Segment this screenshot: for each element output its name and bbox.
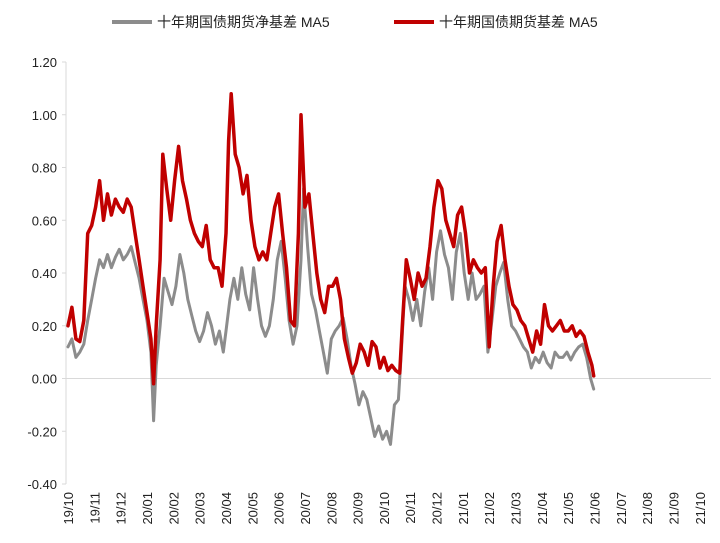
x-tick-label: 20/12 — [430, 492, 445, 525]
x-tick-label: 21/04 — [535, 492, 550, 525]
y-tick-label: 0.20 — [32, 319, 57, 334]
x-tick-label: 20/09 — [351, 492, 366, 525]
x-tick-label: 21/10 — [693, 492, 708, 525]
legend-label-basis: 十年期国债期货基差 MA5 — [439, 14, 598, 30]
x-tick-label: 21/06 — [588, 492, 603, 525]
legend-label-net-basis: 十年期国债期货净基差 MA5 — [157, 14, 330, 30]
y-axis: 1.20 1.00 0.80 0.60 0.40 0.20 0.00 -0.20 -0.40 — [27, 55, 67, 492]
x-tick-label: 21/02 — [482, 492, 497, 525]
y-tick-label: 0.60 — [32, 213, 57, 228]
y-tick-label: 0.40 — [32, 266, 57, 281]
x-tick-label: 21/08 — [640, 492, 655, 525]
x-tick-label: 20/02 — [166, 492, 181, 525]
chart-legend: 十年期国债期货净基差 MA5 十年期国债期货基差 MA5 — [112, 14, 598, 30]
series-line-net-basis — [66, 187, 596, 446]
x-tick-label: 20/04 — [219, 492, 234, 525]
x-tick-label: 20/06 — [272, 492, 287, 525]
x-tick-label: 19/11 — [87, 492, 102, 524]
x-tick-label: 20/01 — [140, 492, 155, 525]
y-tick-label: -0.20 — [27, 424, 57, 439]
x-tick-label: 19/10 — [61, 492, 76, 525]
y-tick-label: 1.20 — [32, 55, 57, 70]
x-axis: 19/10 19/11 19/12 20/01 20/02 20/03 20/04 20/05… — [61, 378, 711, 525]
x-tick-label: 21/01 — [456, 492, 471, 525]
x-tick-label: 20/07 — [298, 492, 313, 525]
x-tick-label: 20/08 — [324, 492, 339, 525]
x-tick-label: 19/12 — [114, 492, 129, 525]
x-tick-label: 21/07 — [614, 492, 629, 525]
y-tick-label: -0.40 — [27, 477, 57, 492]
x-tick-label: 21/03 — [509, 492, 524, 525]
series-line-basis — [66, 91, 596, 386]
x-tick-label: 21/05 — [561, 492, 576, 525]
y-tick-label: 1.00 — [32, 108, 57, 123]
plot-lines — [66, 91, 596, 446]
x-tick-label: 20/10 — [377, 492, 392, 525]
y-tick-label: 0.00 — [32, 372, 57, 387]
y-tick-label: 0.80 — [32, 161, 57, 176]
x-tick-label: 21/09 — [667, 492, 682, 525]
x-tick-label: 20/03 — [193, 492, 208, 525]
x-tick-label: 20/11 — [403, 492, 418, 524]
x-tick-label: 20/05 — [245, 492, 260, 525]
